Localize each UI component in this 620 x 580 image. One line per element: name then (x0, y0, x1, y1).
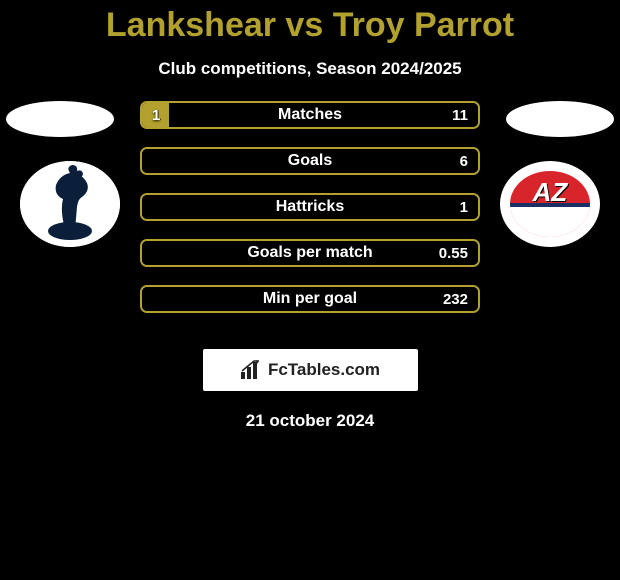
stat-bar-row: 1Hattricks (140, 193, 480, 221)
stat-bar-row: 111Matches (140, 101, 480, 129)
stat-bar-row: 0.55Goals per match (140, 239, 480, 267)
stat-bars: 111Matches 6Goals 1Hattricks 0.55Goals per … (140, 101, 480, 331)
bar-label: Goals per match (142, 241, 478, 265)
tottenham-crest-icon (20, 161, 120, 247)
stat-bar-row: 6Goals (140, 147, 480, 175)
flag-left (6, 101, 114, 137)
subtitle: Club competitions, Season 2024/2025 (0, 59, 620, 79)
bar-label: Min per goal (142, 287, 478, 311)
az-crest-text: AZ (510, 177, 590, 208)
stat-bar-row: 232Min per goal (140, 285, 480, 313)
flag-right (506, 101, 614, 137)
bar-label: Hattricks (142, 195, 478, 219)
bar-label: Goals (142, 149, 478, 173)
snapshot-date: 21 october 2024 (0, 411, 620, 431)
comparison-stage: AZ 111Matches 6Goals 1Hattricks 0.55Goals p… (0, 101, 620, 331)
watermark-text: FcTables.com (268, 360, 380, 380)
page-title: Lankshear vs Troy Parrot (0, 0, 620, 45)
bar-label: Matches (142, 103, 478, 127)
az-alkmaar-crest-icon: AZ (500, 161, 600, 247)
fctables-watermark: FcTables.com (203, 349, 418, 391)
